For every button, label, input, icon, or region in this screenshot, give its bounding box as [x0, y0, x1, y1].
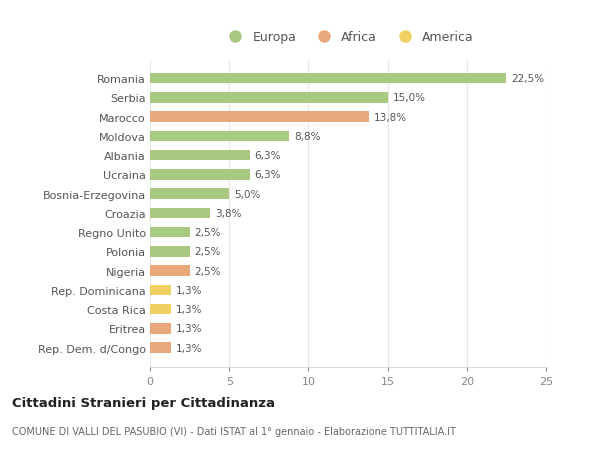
- Bar: [150, 324, 170, 334]
- Text: 2,5%: 2,5%: [194, 228, 221, 238]
- Bar: [150, 246, 190, 257]
- Bar: [150, 112, 368, 123]
- Text: 1,3%: 1,3%: [175, 285, 202, 295]
- Text: 1,3%: 1,3%: [175, 324, 202, 334]
- Bar: [150, 208, 210, 219]
- Bar: [150, 93, 388, 103]
- Text: 8,8%: 8,8%: [294, 132, 320, 141]
- Bar: [150, 343, 170, 353]
- Text: 13,8%: 13,8%: [373, 112, 406, 123]
- Text: 6,3%: 6,3%: [254, 151, 281, 161]
- Bar: [150, 189, 229, 200]
- Bar: [150, 227, 190, 238]
- Text: 22,5%: 22,5%: [511, 74, 544, 84]
- Text: 5,0%: 5,0%: [234, 189, 260, 199]
- Text: 1,3%: 1,3%: [175, 343, 202, 353]
- Text: 6,3%: 6,3%: [254, 170, 281, 180]
- Text: 2,5%: 2,5%: [194, 247, 221, 257]
- Text: COMUNE DI VALLI DEL PASUBIO (VI) - Dati ISTAT al 1° gennaio - Elaborazione TUTTI: COMUNE DI VALLI DEL PASUBIO (VI) - Dati …: [12, 426, 456, 436]
- Bar: [150, 73, 506, 84]
- Text: Cittadini Stranieri per Cittadinanza: Cittadini Stranieri per Cittadinanza: [12, 396, 275, 409]
- Text: 1,3%: 1,3%: [175, 304, 202, 314]
- Text: 15,0%: 15,0%: [392, 93, 425, 103]
- Bar: [150, 170, 250, 180]
- Bar: [150, 151, 250, 161]
- Text: 2,5%: 2,5%: [194, 266, 221, 276]
- Legend: Europa, Africa, America: Europa, Africa, America: [217, 26, 479, 49]
- Bar: [150, 285, 170, 296]
- Bar: [150, 266, 190, 276]
- Text: 3,8%: 3,8%: [215, 208, 241, 218]
- Bar: [150, 131, 289, 142]
- Bar: [150, 304, 170, 315]
